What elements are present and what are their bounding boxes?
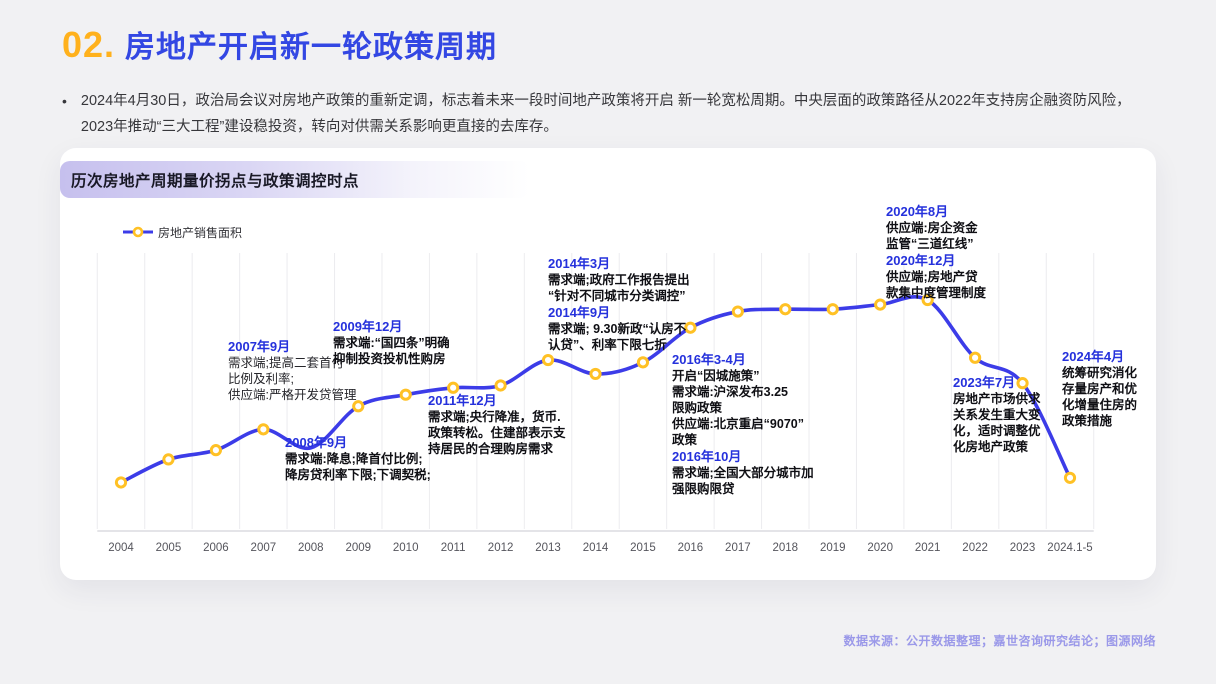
annotation-date: 2016年3-4月 [672, 352, 746, 367]
x-tick-2013: 2013 [535, 542, 561, 554]
line-chart [96, 253, 1095, 532]
annotation-body: 房地产市场供求 关系发生重大变 化，适时调整优 化房地产政策 [953, 392, 1041, 454]
annotation-2024-04: 2024年4月统筹研究消化 存量房产和优 化增量住房的 政策措施 [1062, 348, 1137, 429]
x-tick-2007: 2007 [250, 542, 277, 554]
x-tick-2009: 2009 [345, 542, 372, 554]
legend-label: 房地产销售面积 [158, 225, 243, 240]
intro-text: 2024年4月30日，政治局会议对房地产政策的重新定调，标志着未来一段时间地产政… [80, 93, 1131, 135]
annotation-date: 2014年3月 [548, 256, 611, 271]
x-tick-2008: 2008 [298, 542, 324, 554]
annotation-date: 2020年8月 [886, 204, 949, 219]
annotation-2008-09: 2008年9月需求端:降息;降首付比例; 降房贷利率下限;下调契税; [285, 434, 431, 483]
data-point-2021 [921, 293, 934, 307]
annotation-2014: 2014年3月需求端;政府工作报告提出 “针对不同城市分类调控” 2014年9月需… [548, 255, 690, 353]
annotation-date: 2011年12月 [428, 393, 497, 408]
annotation-2020: 2020年8月供应端:房企资金 监管“三道红线” 2020年12月供应端;房地产贷… [886, 203, 986, 301]
data-point-2014 [589, 367, 602, 381]
annotation-2007-09: 2007年9月需求端;提高二套首付 比例及利率; 供应端:严格开发贷管理 [228, 338, 356, 403]
x-tick-2016: 2016 [677, 542, 704, 554]
data-point-2006 [209, 444, 222, 457]
data-point-2011 [447, 381, 460, 394]
x-tick-2024.1-5: 2024.1-5 [1047, 542, 1093, 554]
x-tick-2023: 2023 [1009, 542, 1036, 554]
x-tick-2006: 2006 [203, 542, 229, 554]
data-point-2017 [731, 305, 744, 318]
annotation-2011-12: 2011年12月需求端;央行降准，货币. 政策转松。住建部表示支 持居民的合理购… [428, 392, 566, 457]
annotation-body: 需求端;政府工作报告提出 “针对不同城市分类调控” [548, 273, 690, 303]
section-number: 02. [62, 24, 116, 65]
annotation-body: 需求端;全国大部分城市加 强限购限贷 [672, 466, 814, 496]
annotation-date: 2023年7月 [953, 375, 1016, 390]
page-header: 02. 房地产开启新一轮政策周期 [62, 22, 497, 66]
x-tick-2022: 2022 [962, 542, 988, 554]
data-point-2005 [162, 453, 175, 466]
data-point-2022 [969, 351, 982, 364]
data-point-2018 [779, 303, 792, 316]
annotation-body: 统筹研究消化 存量房产和优 化增量住房的 政策措施 [1062, 366, 1138, 428]
data-point-2016 [684, 321, 697, 334]
annotation-body: 供应端:房企资金 监管“三道红线” [886, 221, 978, 251]
data-point-2015 [636, 356, 650, 369]
annotation-body: 需求端; 9.30新政“认房不 认贷”、利率下限七折 [548, 322, 687, 352]
x-tick-2019: 2019 [819, 542, 846, 554]
data-point-2012 [494, 379, 507, 392]
chart-title: 历次房地产周期量价拐点与政策调控时点 [71, 172, 360, 190]
x-tick-2014: 2014 [582, 542, 609, 554]
annotation-body: 需求端:“国四条”明确 抑制投资投机性购房 [333, 336, 450, 366]
data-point-2013 [541, 353, 555, 367]
x-tick-2004: 2004 [108, 542, 134, 554]
annotation-date: 2008年9月 [285, 435, 348, 450]
data-point-2023 [1016, 377, 1029, 390]
x-tick-2010: 2010 [392, 542, 419, 554]
chart-card: 历次房地产周期量价拐点与政策调控时点 房地产销售面积 2004 2005 2006 2… [60, 148, 1156, 580]
intro-paragraph: • 2024年4月30日，政治局会议对房地产政策的重新定调，标志着未来一段时间地… [62, 88, 1158, 140]
x-tick-2015: 2015 [630, 542, 656, 554]
data-source-note: 数据来源：公开数据整理；嘉世咨询研究结论；图源网络 [843, 634, 1156, 648]
annotation-body: 需求端;央行降准，货币. 政策转松。住建部表示支 持居民的合理购房需求 [428, 410, 566, 456]
x-tick-2020: 2020 [867, 542, 893, 554]
x-tick-2012: 2012 [487, 542, 514, 554]
chart-title-bar: 历次房地产周期量价拐点与政策调控时点 [60, 161, 530, 198]
annotation-date: 2007年9月 [228, 339, 291, 354]
legend-line-marker-icon [122, 226, 154, 238]
page-title: 房地产开启新一轮政策周期 [125, 31, 498, 64]
annotation-2016: 2016年3-4月开启“因城施策” 需求端:沪深发布3.25 限购政策 供应端:… [672, 351, 814, 497]
annotation-date: 2024年4月 [1062, 349, 1125, 364]
x-tick-2017: 2017 [725, 542, 751, 554]
data-point-2010 [399, 388, 412, 401]
annotation-body: 需求端:降息;降首付比例; 降房贷利率下限;下调契税; [285, 452, 431, 482]
annotation-body: 开启“因城施策” 需求端:沪深发布3.25 限购政策 供应端:北京重启“9070… [672, 369, 804, 447]
chart-legend: 房地产销售面积 [122, 224, 242, 240]
x-tick-2021: 2021 [914, 542, 941, 554]
data-point-2024.1-5 [1063, 471, 1077, 484]
data-point-2007 [257, 423, 270, 436]
annotation-2023-07: 2023年7月房地产市场供求 关系发生重大变 化，适时调整优 化房地产政策 [953, 374, 1041, 455]
annotation-date: 2020年12月 [886, 253, 956, 268]
bullet-icon: • [62, 93, 67, 109]
data-point-2019 [826, 303, 839, 316]
annotation-2009-12: 2009年12月需求端:“国四条”明确 抑制投资投机性购房 [333, 318, 450, 367]
annotation-date: 2009年12月 [333, 319, 403, 334]
annotation-body: 需求端;提高二套首付 比例及利率; 供应端:严格开发贷管理 [228, 356, 357, 402]
x-tick-2011: 2011 [440, 542, 466, 554]
data-point-2020 [874, 298, 887, 311]
x-tick-2018: 2018 [772, 542, 799, 554]
data-point-2004 [114, 476, 128, 489]
annotation-date: 2016年10月 [672, 449, 742, 464]
data-point-2009 [352, 400, 365, 413]
x-tick-2005: 2005 [155, 542, 182, 554]
annotation-date: 2014年9月 [548, 305, 611, 320]
annotation-body: 供应端;房地产贷 款集中度管理制度 [886, 270, 987, 300]
